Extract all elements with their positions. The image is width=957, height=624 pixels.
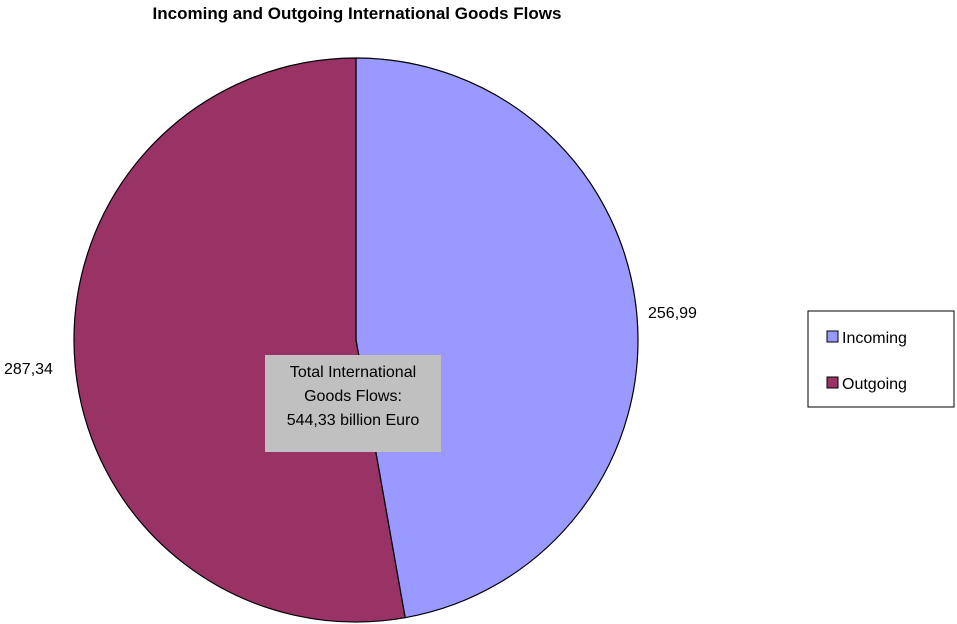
total-annotation-line-1: Total International [290,364,416,381]
pie-slice-incoming [355,57,639,619]
total-annotation-line-3: 544,33 billion Euro [287,412,420,429]
data-label-outgoing: 287,34 [4,361,53,378]
chart-title: Incoming and Outgoing International Good… [153,4,562,23]
total-annotation-box [265,355,441,452]
pie-slice-outgoing [73,57,406,623]
total-annotation-line-2: Goods Flows: [304,388,402,405]
legend-swatch-incoming [826,330,839,343]
total-annotation: Total International Goods Flows: 544,33 … [265,355,441,452]
legend-label-incoming: Incoming [842,330,907,347]
legend-label-outgoing: Outgoing [842,376,907,393]
legend-box [807,310,955,408]
legend: Incoming Outgoing [807,310,955,408]
pie [73,57,639,623]
legend-swatch-outgoing [826,376,839,389]
data-label-incoming: 256,99 [648,305,697,322]
data-labels: 256,99 287,34 [4,305,697,378]
